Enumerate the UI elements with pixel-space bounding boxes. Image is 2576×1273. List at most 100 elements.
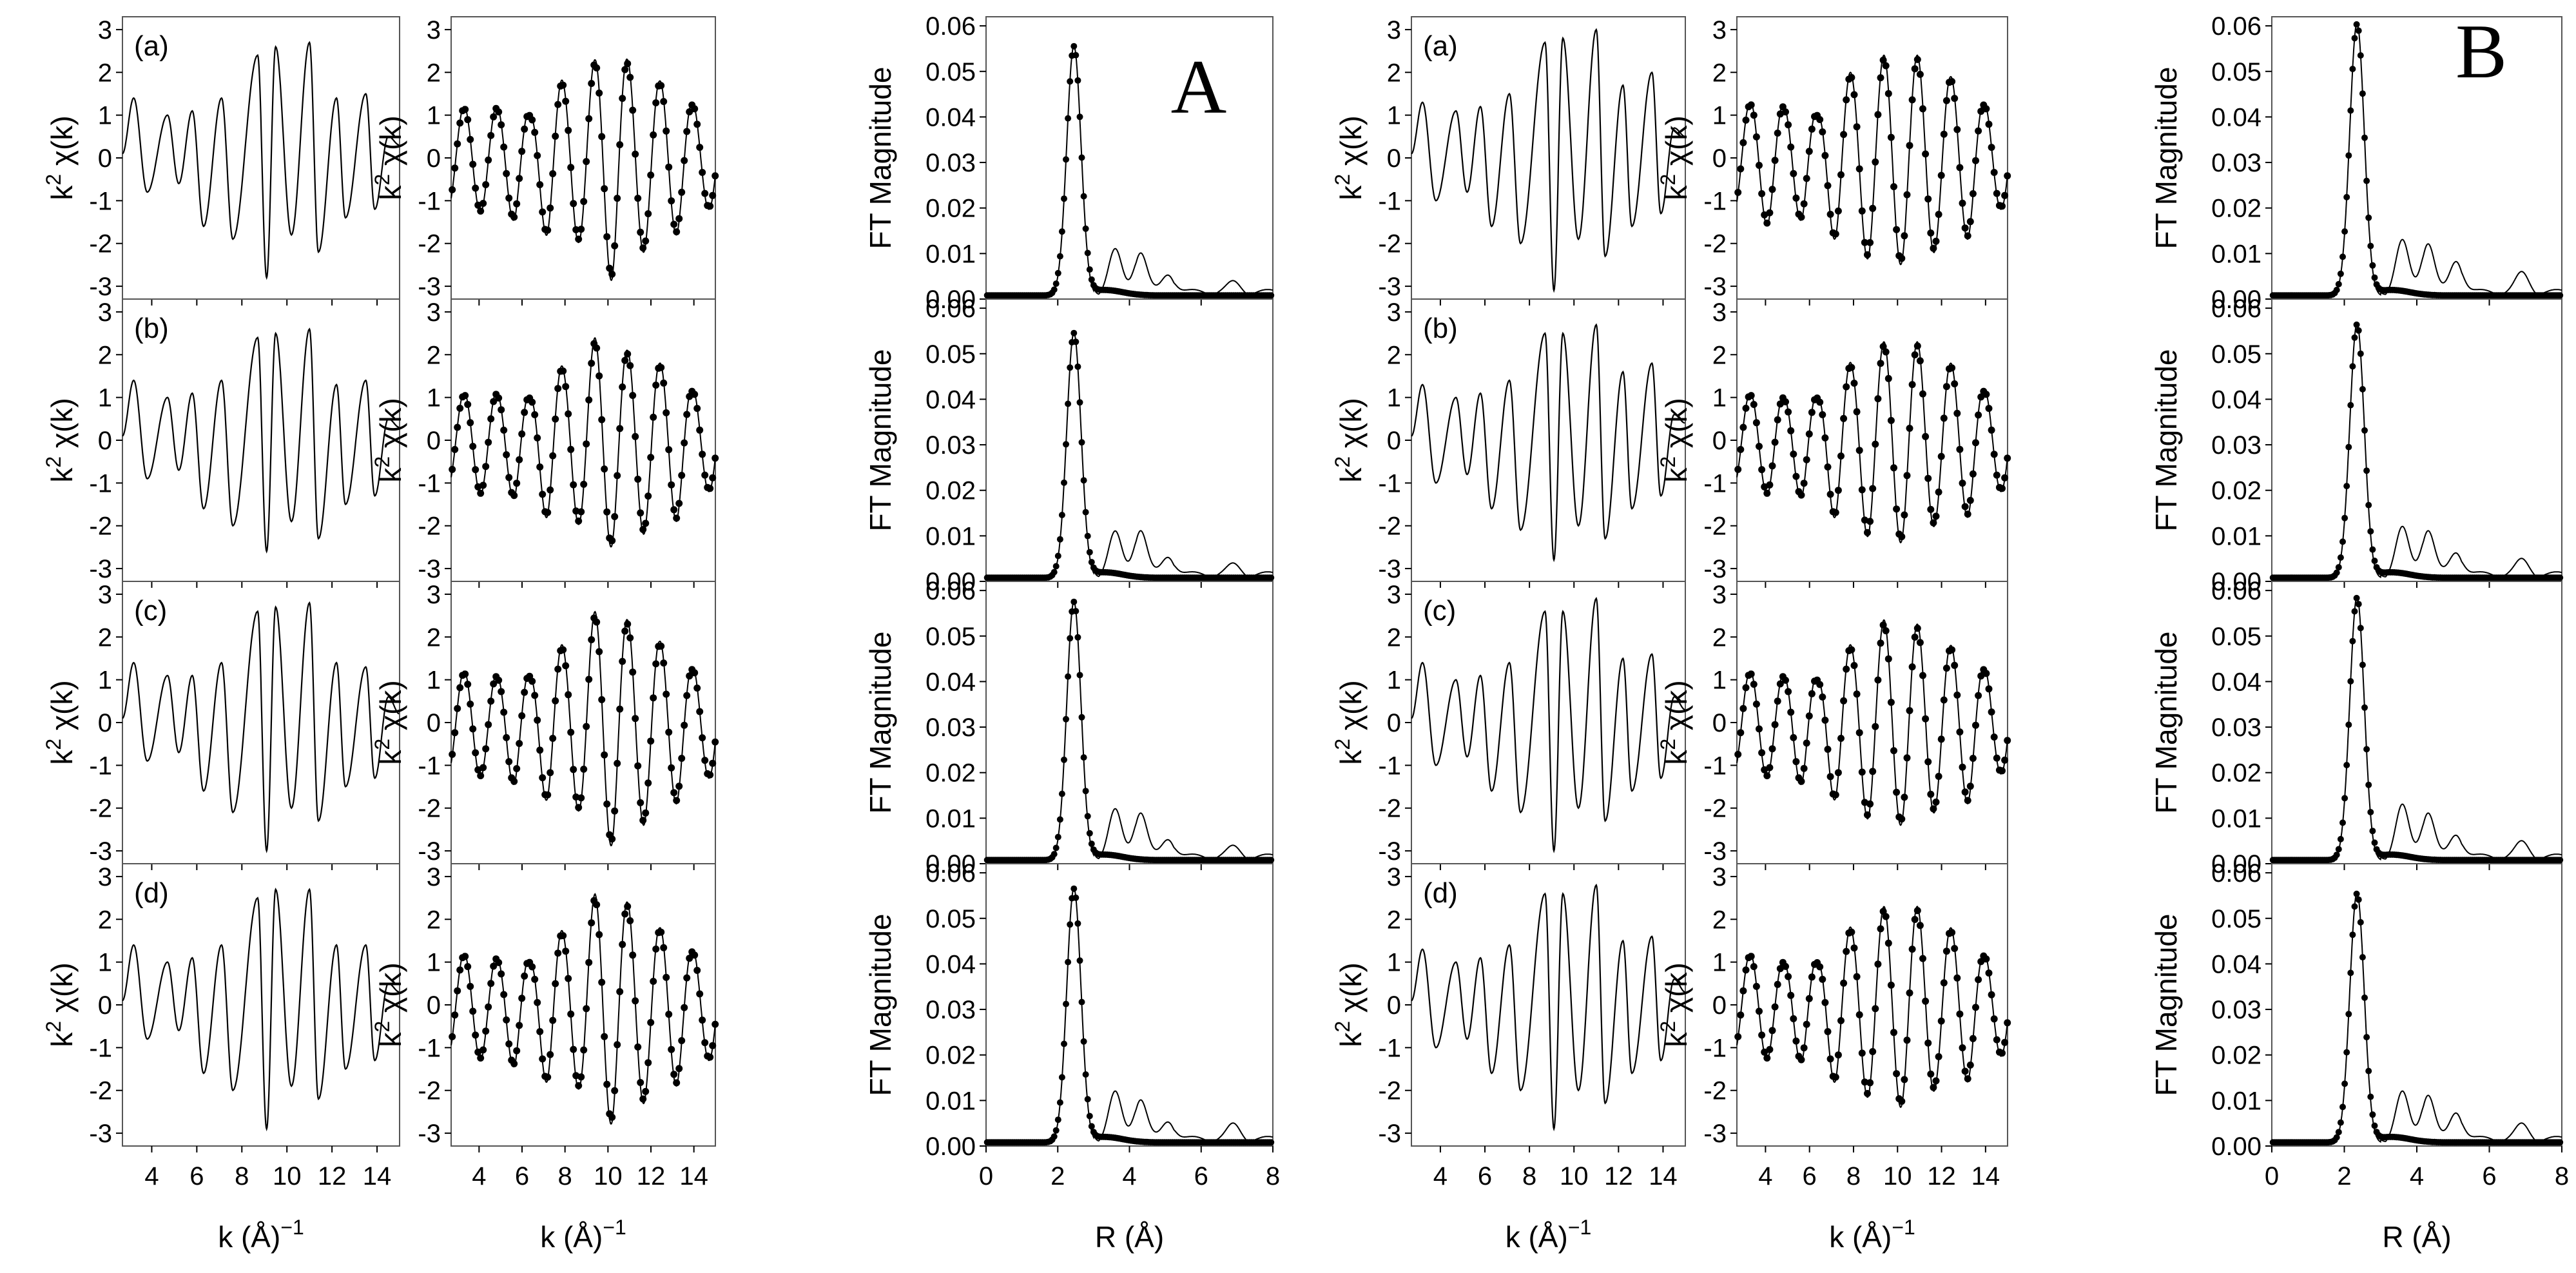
y-tick-label: 0.06 (2211, 577, 2261, 605)
ft-panel: 0.00 0.01 0.02 0.03 0.04 0.05 0.06 (2211, 12, 2564, 314)
fit-dot (1959, 1044, 1966, 1052)
fit-dot (696, 426, 704, 434)
fit-dot (1916, 922, 1924, 929)
ft-fit-dot (1065, 400, 1072, 407)
y-tick-label: 0.03 (925, 149, 976, 177)
fit-dot (1988, 708, 1995, 716)
fit-dot (1893, 1070, 1901, 1078)
fit-dot (1879, 621, 1887, 629)
fit-dot (567, 728, 575, 736)
ft-panel: 0.00 0.01 0.02 0.03 0.04 0.05 0.06 (925, 577, 1275, 879)
ft-fit-dot (2339, 819, 2346, 826)
fit-chi-panel: -3 -2 -1 0 1 2 3 (1703, 581, 2011, 870)
fit-dot (1747, 392, 1755, 400)
fit-dot (1832, 791, 1839, 799)
fit-dot (1959, 763, 1966, 771)
ylabel-ft-magnitude: FT Magnitude (2149, 632, 2183, 814)
row-label-a: (a) (134, 30, 169, 62)
y-tick-label: 3 (98, 581, 112, 609)
ft-fit-dot (1078, 439, 1085, 446)
fit-dot (712, 1020, 719, 1028)
x-tick-label: 14 (679, 1162, 708, 1190)
fit-dot (1805, 430, 1813, 438)
fit-dot (2004, 737, 2011, 744)
ft-fit-dot (2361, 994, 2368, 1001)
y-tick-label: -2 (89, 230, 112, 258)
fit-dot (1990, 451, 1998, 458)
fit-dot (495, 394, 503, 402)
ylabel-ft-magnitude: FT Magnitude (2149, 914, 2183, 1096)
ft-fit-dot (1072, 894, 1080, 901)
fit-dot (1869, 485, 1877, 492)
fit-dot (516, 175, 523, 182)
fit-dot (1937, 452, 1945, 460)
fit-dot (552, 980, 559, 987)
ft-fit-dot (1082, 225, 1089, 232)
fit-dot (1739, 139, 1747, 146)
fit-dot (464, 681, 472, 688)
ylabel-chi: χ(k) (45, 115, 79, 174)
y-tick-label: 1 (98, 384, 112, 413)
fit-dot (1972, 721, 1979, 729)
fit-dot (1972, 1004, 1979, 1011)
ft-fit-dot (1063, 1000, 1069, 1007)
fit-dot (1903, 191, 1911, 199)
fit-dot (1884, 939, 1892, 947)
ft-fit-dot (1063, 156, 1069, 163)
fit-dot (1913, 907, 1921, 915)
fit-dot (1919, 955, 1926, 962)
fit-dot (495, 958, 503, 966)
fit-dot (1750, 112, 1758, 119)
fit-dot (495, 108, 503, 116)
ft-fit-dot (1054, 552, 1061, 559)
fit-dot (479, 481, 487, 489)
fit-dot (663, 690, 670, 698)
fit-dot (652, 99, 660, 106)
y-tick-label: 0.05 (925, 340, 976, 369)
fit-dot (1919, 672, 1926, 679)
fit-dot (699, 451, 706, 458)
x-tick-label: 14 (1971, 1162, 2000, 1190)
fit-dot (1853, 123, 1861, 131)
y-tick-label: 2 (1712, 906, 1727, 934)
fit-dot (1922, 150, 1930, 158)
y-tick-label: 0.01 (2211, 804, 2261, 833)
ft-fit-dot (2367, 1093, 2374, 1100)
fit-dot (1935, 1053, 1942, 1060)
fit-dot (611, 1087, 619, 1094)
x-tick-label: 8 (558, 1162, 572, 1190)
fit-dot (1787, 427, 1795, 434)
ft-fit-dot (2341, 795, 2348, 802)
x-tick-label: 8 (235, 1162, 249, 1190)
fit-dot (639, 1095, 647, 1103)
ylabel-k: k (1334, 185, 1368, 200)
fit-dot (487, 131, 495, 139)
y-tick-label: -3 (418, 1120, 441, 1148)
fit-dot (1756, 162, 1763, 169)
ft-fit-dot (1061, 479, 1067, 486)
chi-line (122, 41, 400, 280)
xlabel-k: k (Å)−1 (1506, 1216, 1592, 1254)
ft-fit-dot (1080, 1038, 1087, 1045)
fit-dot (485, 721, 492, 728)
fit-dot (1800, 764, 1808, 772)
y-tick-label: 0.05 (925, 623, 976, 651)
fit-dot (678, 472, 686, 479)
ylabel-ft-magnitude: FT Magnitude (864, 632, 897, 814)
fit-dot (1916, 639, 1924, 646)
fit-dot (536, 1028, 544, 1035)
fit-dot (567, 164, 575, 171)
fit-dot (485, 156, 492, 164)
fit-dot (1790, 451, 1797, 458)
fit-dot (1840, 979, 1848, 987)
y-tick-label: 0.01 (925, 804, 976, 833)
fit-dot (619, 383, 626, 391)
fit-dot (626, 73, 634, 81)
fit-dot (678, 1037, 686, 1044)
fit-dot (675, 1065, 683, 1073)
ft-fit-dot (2361, 427, 2368, 434)
fit-dot (1872, 158, 1879, 166)
fit-dot (1935, 211, 1942, 219)
fit-dot (1932, 1077, 1940, 1085)
fit-dot (1848, 646, 1855, 654)
